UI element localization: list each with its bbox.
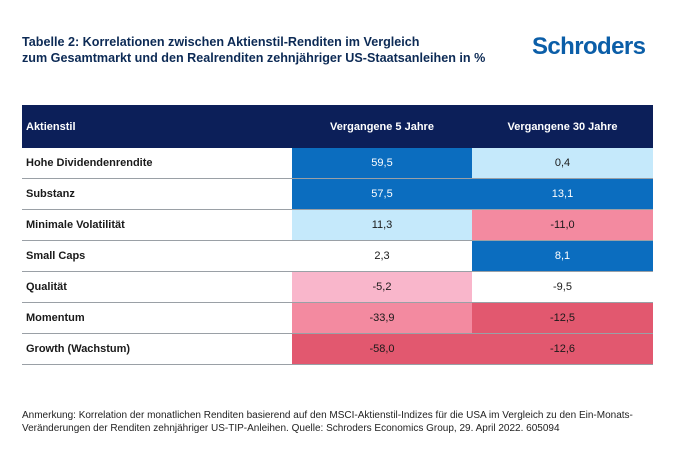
- cell-30-years: -12,6: [472, 333, 653, 365]
- schroders-logo: Schroders: [532, 33, 646, 60]
- footnote-line-1: Anmerkung: Korrelation der monatlichen R…: [22, 410, 633, 421]
- page-title: Tabelle 2: Korrelationen zwischen Aktien…: [22, 34, 492, 66]
- table-row: Small Caps 2,3 8,1: [22, 240, 653, 272]
- table-row: Substanz 57,5 13,1: [22, 178, 653, 210]
- cell-5-years: 57,5: [292, 178, 472, 210]
- row-label: Qualität: [22, 271, 292, 303]
- column-header-style: Aktienstil: [22, 105, 292, 148]
- table-row: Minimale Volatilität 11,3 -11,0: [22, 209, 653, 241]
- cell-30-years: -9,5: [472, 271, 653, 303]
- correlation-table: Aktienstil Vergangene 5 Jahre Vergangene…: [22, 105, 653, 365]
- cell-5-years: 2,3: [292, 240, 472, 272]
- title-line-1: Tabelle 2: Korrelationen zwischen Aktien…: [22, 35, 420, 49]
- column-header-30-years: Vergangene 30 Jahre: [472, 105, 653, 148]
- table-body: Hohe Dividendenrendite 59,5 0,4 Substanz 57,…: [22, 148, 653, 365]
- cell-5-years: 59,5: [292, 148, 472, 179]
- footnote-line-2: Veränderungen der Renditen zehnjähriger …: [22, 423, 560, 434]
- cell-5-years: -5,2: [292, 271, 472, 303]
- row-label: Small Caps: [22, 240, 292, 272]
- cell-5-years: -58,0: [292, 333, 472, 365]
- cell-30-years: -12,5: [472, 302, 653, 334]
- table-row: Qualität -5,2 -9,5: [22, 271, 653, 303]
- row-label: Substanz: [22, 178, 292, 210]
- cell-5-years: 11,3: [292, 209, 472, 241]
- row-label: Growth (Wachstum): [22, 333, 292, 365]
- table-row: Growth (Wachstum) -58,0 -12,6: [22, 333, 653, 365]
- column-header-5-years: Vergangene 5 Jahre: [292, 105, 472, 148]
- cell-5-years: -33,9: [292, 302, 472, 334]
- row-label: Minimale Volatilität: [22, 209, 292, 241]
- table-row: Momentum -33,9 -12,5: [22, 302, 653, 334]
- footnote: Anmerkung: Korrelation der monatlichen R…: [22, 409, 662, 435]
- row-label: Hohe Dividendenrendite: [22, 148, 292, 179]
- cell-30-years: 13,1: [472, 178, 653, 210]
- table-row: Hohe Dividendenrendite 59,5 0,4: [22, 148, 653, 179]
- title-line-2: zum Gesamtmarkt und den Realrenditen zeh…: [22, 51, 486, 65]
- header-row: Aktienstil Vergangene 5 Jahre Vergangene…: [22, 105, 653, 148]
- cell-30-years: -11,0: [472, 209, 653, 241]
- row-label: Momentum: [22, 302, 292, 334]
- cell-30-years: 0,4: [472, 148, 653, 179]
- cell-30-years: 8,1: [472, 240, 653, 272]
